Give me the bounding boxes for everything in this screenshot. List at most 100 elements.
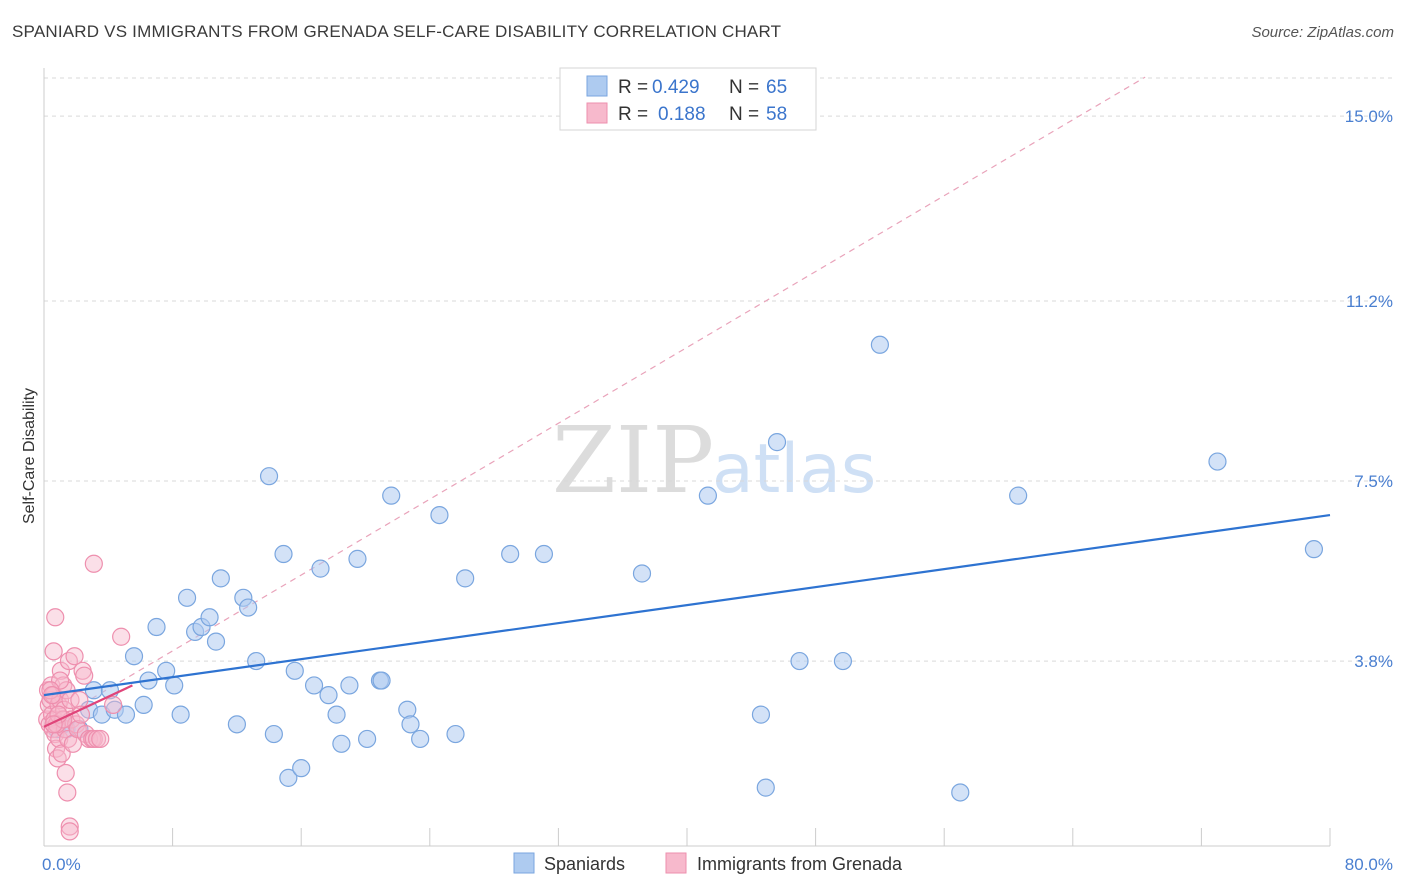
- bottom-legend-grenada: Immigrants from Grenada: [697, 854, 903, 874]
- spaniards-point-28: [264, 724, 283, 744]
- spaniards-point-37: [332, 734, 351, 753]
- spaniards-point-46: [411, 729, 430, 749]
- spaniards-point-20: [200, 608, 219, 627]
- spaniards-point-63: [1304, 540, 1324, 559]
- spaniards-point-47: [430, 505, 449, 525]
- spaniards-point-23: [227, 715, 246, 734]
- spaniards-point-29: [274, 544, 293, 564]
- spaniards-point-15: [165, 676, 184, 695]
- spaniards-point-14: [157, 661, 176, 680]
- spaniards-point-36: [327, 705, 346, 724]
- bottom-legend-swatch-pink: [665, 852, 687, 874]
- grenada-point-28: [60, 817, 79, 836]
- spaniards-point-43: [382, 486, 401, 505]
- spaniards-points: [47, 335, 1324, 802]
- x-axis-ticks: [172, 828, 1331, 846]
- grenada-point-44: [91, 729, 110, 749]
- spaniards-point-55: [756, 778, 775, 797]
- spaniards-point-35: [319, 686, 338, 705]
- spaniards-point-45: [401, 715, 420, 734]
- spaniards-point-51: [534, 544, 554, 564]
- spaniards-point-60: [951, 783, 970, 802]
- correlation-legend: R = 0.429 N = 65 R = 0.188 N = 58: [559, 67, 817, 131]
- spaniards-point-16: [171, 705, 190, 724]
- y-tick-label-2: 11.2%: [1346, 292, 1393, 311]
- spaniards-point-52: [632, 564, 652, 583]
- legend-r-label-1: R =: [618, 77, 648, 98]
- source-credit: Source: ZipAtlas.com: [1251, 24, 1394, 41]
- spaniards-point-42: [372, 671, 391, 690]
- spaniards-point-32: [285, 661, 304, 680]
- legend-n-label-1: N =: [729, 77, 759, 98]
- x-tick-label-max: 80.0%: [1345, 855, 1393, 874]
- legend-swatch-pink: [586, 102, 608, 124]
- legend-r-value-1: 0.429: [652, 77, 700, 98]
- y-tick-label-3: 15.0%: [1345, 107, 1393, 126]
- spaniards-point-39: [348, 549, 367, 568]
- spaniards-point-57: [790, 651, 809, 671]
- grenada-point-52: [42, 686, 62, 705]
- spaniards-trend-line: [43, 514, 1331, 697]
- spaniards-point-53: [698, 486, 717, 505]
- spaniards-point-21: [206, 632, 226, 651]
- spaniards-point-33: [304, 676, 324, 695]
- spaniards-point-10: [124, 647, 144, 666]
- spaniards-point-58: [833, 651, 853, 671]
- spaniards-point-48: [446, 724, 465, 744]
- spaniards-point-11: [134, 695, 153, 714]
- y-axis-title: Self-Care Disability: [21, 388, 38, 524]
- bottom-legend-swatch-blue: [513, 852, 535, 874]
- legend-n-label-2: N =: [729, 104, 759, 125]
- grenada-points: [38, 554, 131, 841]
- watermark-zip: ZIP: [552, 407, 714, 514]
- spaniards-point-61: [1009, 486, 1028, 505]
- watermark-atlas: atlas: [712, 430, 876, 509]
- grenada-point-38: [75, 666, 94, 685]
- grenada-trend-extended: [43, 76, 1146, 728]
- spaniards-point-56: [767, 433, 787, 452]
- spaniards-point-62: [1208, 452, 1227, 471]
- spaniards-point-27: [259, 467, 279, 486]
- spaniards-point-31: [292, 759, 311, 778]
- spaniards-point-34: [311, 559, 330, 578]
- spaniards-point-54: [751, 705, 771, 724]
- trend-lines: [43, 76, 1146, 728]
- legend-n-value-2: 58: [766, 104, 787, 125]
- y-tick-label-0: 3.8%: [1354, 652, 1393, 671]
- x-tick-label-min: 0.0%: [42, 855, 81, 874]
- spaniards-point-22: [211, 569, 230, 588]
- spaniards-point-40: [358, 729, 377, 749]
- grenada-point-45: [84, 554, 103, 573]
- y-axis-labels: 3.8% 7.5% 11.2% 15.0%: [1345, 107, 1393, 671]
- grenada-point-48: [44, 642, 63, 661]
- spaniards-point-50: [501, 544, 520, 564]
- y-tick-label-1: 7.5%: [1354, 472, 1393, 491]
- spaniards-point-49: [456, 569, 475, 588]
- grenada-trend-line: [43, 684, 133, 728]
- spaniards-point-38: [340, 676, 359, 695]
- legend-n-value-1: 65: [766, 77, 787, 98]
- watermark: ZIP atlas: [552, 407, 876, 514]
- spaniards-point-25: [239, 598, 258, 617]
- bottom-legend-spaniards: Spaniards: [544, 854, 625, 874]
- spaniards-point-17: [177, 588, 197, 607]
- spaniards-point-59: [870, 335, 890, 354]
- grenada-point-25: [58, 783, 77, 802]
- grid-lines: [44, 77, 1393, 662]
- spaniards-point-5: [84, 681, 103, 700]
- spaniards-point-30: [279, 768, 298, 787]
- chart-title: SPANIARD VS IMMIGRANTS FROM GRENADA SELF…: [12, 22, 782, 41]
- grenada-point-32: [65, 647, 84, 666]
- grenada-point-56: [60, 822, 79, 841]
- grenada-point-47: [112, 627, 131, 646]
- grenada-point-35: [70, 690, 89, 710]
- grenada-point-49: [46, 608, 65, 627]
- spaniards-point-13: [147, 617, 166, 637]
- grenada-point-27: [59, 651, 79, 671]
- grenada-point-46: [104, 695, 123, 714]
- legend-swatch-blue: [586, 75, 608, 97]
- legend-r-value-2: 0.188: [658, 104, 706, 125]
- grenada-point-23: [56, 763, 75, 783]
- grenada-point-50: [50, 671, 70, 690]
